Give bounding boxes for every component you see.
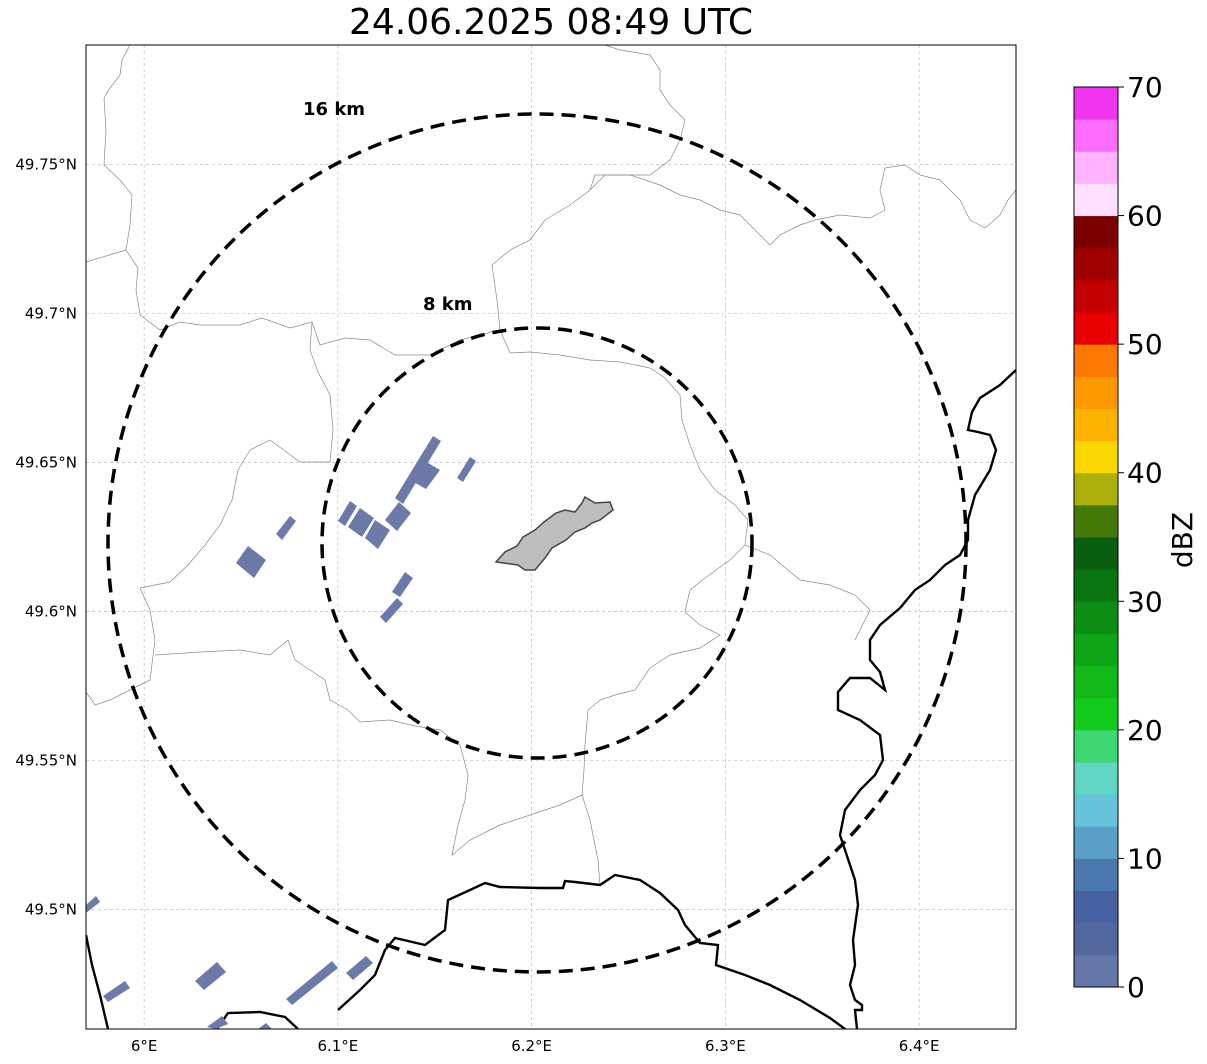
colorbar-swatch xyxy=(1074,537,1118,570)
echo-cell xyxy=(410,460,440,489)
echo-cell xyxy=(338,501,357,526)
map-title: 24.06.2025 08:49 UTC xyxy=(348,2,754,43)
echo-cell xyxy=(380,598,403,623)
lon-tick-label: 6°E xyxy=(131,1037,158,1055)
colorbar-swatch xyxy=(1074,922,1118,956)
colorbar-swatch xyxy=(1074,633,1118,667)
lon-tick-label: 6.2°E xyxy=(511,1037,552,1055)
echo-cell xyxy=(365,520,390,549)
city-area xyxy=(494,495,614,571)
colorbar-swatch xyxy=(1074,601,1118,634)
colorbar-frame xyxy=(1073,86,1119,988)
colorbar-swatch xyxy=(1074,408,1118,442)
colorbar-swatch xyxy=(1074,215,1118,249)
colorbar-swatch xyxy=(1074,762,1118,795)
lat-tick-label: 49.55°N xyxy=(15,752,77,770)
colorbar-tick-label: 50 xyxy=(1127,328,1163,361)
country-border xyxy=(86,369,1016,1029)
colorbar-swatch xyxy=(1074,183,1118,217)
colorbar-label: dBZ xyxy=(1166,512,1199,568)
echo-cell xyxy=(258,1023,272,1029)
echo-cell xyxy=(348,508,374,537)
colorbar-tick-label: 30 xyxy=(1127,585,1163,618)
colorbar-swatch xyxy=(1074,569,1118,602)
colorbar-swatch xyxy=(1074,826,1118,859)
echo-cell xyxy=(195,962,226,990)
colorbar-tick-label: 0 xyxy=(1127,971,1145,1004)
municipal-boundaries xyxy=(86,45,1016,886)
lat-tick-label: 49.7°N xyxy=(25,304,77,322)
colorbar-swatch xyxy=(1074,440,1118,474)
lon-tick-label: 6.1°E xyxy=(317,1037,358,1055)
echo-cell xyxy=(276,516,296,540)
colorbar-swatch xyxy=(1074,344,1118,377)
map-frame xyxy=(85,44,1017,1030)
colorbar-swatch xyxy=(1074,504,1118,538)
echo-cell xyxy=(207,1016,228,1029)
echo-cell xyxy=(286,961,338,1005)
colorbar-swatch xyxy=(1074,151,1118,184)
colorbar-swatch xyxy=(1074,472,1118,506)
colorbar xyxy=(1073,86,1119,988)
range-ring-16km xyxy=(106,112,968,974)
lat-tick-label: 49.65°N xyxy=(15,453,77,471)
colorbar-swatch xyxy=(1074,858,1118,892)
echo-cell xyxy=(103,981,130,1002)
lat-tick-labels: 49.75°N 49.7°N 49.65°N 49.6°N 49.55°N 49.5°N xyxy=(15,155,77,918)
colorbar-swatch xyxy=(1074,954,1118,988)
echo-cell xyxy=(86,896,100,913)
map-features xyxy=(86,45,1016,1029)
colorbar-tick-label: 20 xyxy=(1127,714,1163,747)
colorbar-tick-label: 70 xyxy=(1127,71,1163,104)
lon-tick-labels: 6°E 6.1°E 6.2°E 6.3°E 6.4°E xyxy=(131,1037,940,1055)
lat-tick-label: 49.5°N xyxy=(25,901,77,919)
colorbar-swatch xyxy=(1074,376,1118,409)
colorbar-swatch xyxy=(1074,794,1118,827)
colorbar-swatch xyxy=(1074,890,1118,924)
colorbar-swatch xyxy=(1074,729,1118,763)
range-ring-label: 8 km xyxy=(423,294,473,315)
echo-cell xyxy=(236,546,266,578)
echo-cell xyxy=(392,572,413,597)
colorbar-ticks: 0 10 20 30 40 50 60 70 xyxy=(1118,71,1163,1004)
echo-cell xyxy=(346,956,373,980)
echo-cell xyxy=(457,457,476,482)
colorbar-tick-label: 60 xyxy=(1127,200,1163,233)
range-ring-label: 16 km xyxy=(303,99,365,120)
colorbar-swatch xyxy=(1074,87,1118,120)
colorbar-tick-label: 40 xyxy=(1127,457,1163,490)
echo-cell xyxy=(385,502,411,531)
colorbar-swatch xyxy=(1074,312,1118,345)
colorbar-swatch xyxy=(1074,665,1118,699)
range-rings xyxy=(106,112,968,974)
lat-tick-label: 49.75°N xyxy=(15,155,77,173)
colorbar-swatch xyxy=(1074,697,1118,731)
colorbar-tick-label: 10 xyxy=(1127,842,1163,875)
lon-tick-label: 6.4°E xyxy=(899,1037,940,1055)
lon-tick-label: 6.3°E xyxy=(705,1037,746,1055)
colorbar-swatch xyxy=(1074,247,1118,281)
lat-tick-label: 49.6°N xyxy=(25,603,77,621)
range-ring-8km xyxy=(320,326,754,760)
colorbar-swatch xyxy=(1074,279,1118,313)
gridlines xyxy=(86,45,1016,1029)
radar-echoes xyxy=(86,436,476,1029)
colorbar-swatch xyxy=(1074,119,1118,152)
